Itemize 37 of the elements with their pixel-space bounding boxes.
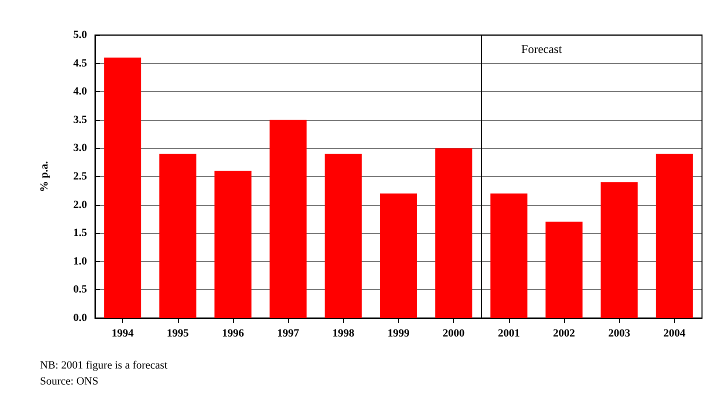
y-tick-label: 3.5: [73, 114, 88, 126]
x-tick-label: 1995: [166, 328, 190, 340]
bar: [104, 58, 142, 318]
x-tick-label: 2000: [442, 328, 466, 340]
x-tick-label: 1994: [112, 328, 134, 340]
y-tick-label: 1.5: [73, 227, 88, 240]
y-tick-label: 0.5: [73, 284, 88, 296]
bar: [380, 193, 417, 318]
y-tick-label: 0.0: [73, 312, 88, 324]
y-tick-label: 3.0: [73, 142, 88, 154]
y-tick-label: 2.5: [73, 170, 88, 182]
y-tick-label: 4.0: [73, 86, 88, 98]
x-tick-label: 1998: [332, 328, 355, 340]
bar: [270, 120, 307, 318]
x-tick-label: 1997: [277, 328, 300, 340]
y-axis-title: % p.a.: [38, 160, 50, 192]
x-tick-label: 2001: [498, 328, 520, 340]
x-tick-label: 1996: [222, 328, 244, 340]
bar: [324, 154, 362, 318]
bar: [435, 148, 472, 318]
bar: [546, 222, 583, 318]
y-tick-label: 4.5: [73, 57, 88, 70]
bar: [600, 182, 638, 318]
x-tick-label: 2004: [663, 328, 686, 340]
bar: [656, 154, 693, 318]
source-note: Source: ONS: [40, 376, 98, 388]
x-tick-label: 2003: [608, 328, 631, 340]
text: NB: 2001 figure is a forecast: [40, 360, 168, 372]
bar: [159, 154, 196, 318]
y-tick-label: 1.0: [73, 255, 88, 268]
ref-line-label: Forecast: [521, 42, 563, 56]
x-tick-label: 2002: [553, 328, 576, 340]
bar: [490, 193, 528, 318]
y-tick-label: 5.0: [73, 29, 88, 41]
bar: [214, 170, 252, 318]
y-tick-label: 2.0: [73, 198, 88, 211]
x-tick-label: 1999: [388, 328, 410, 340]
